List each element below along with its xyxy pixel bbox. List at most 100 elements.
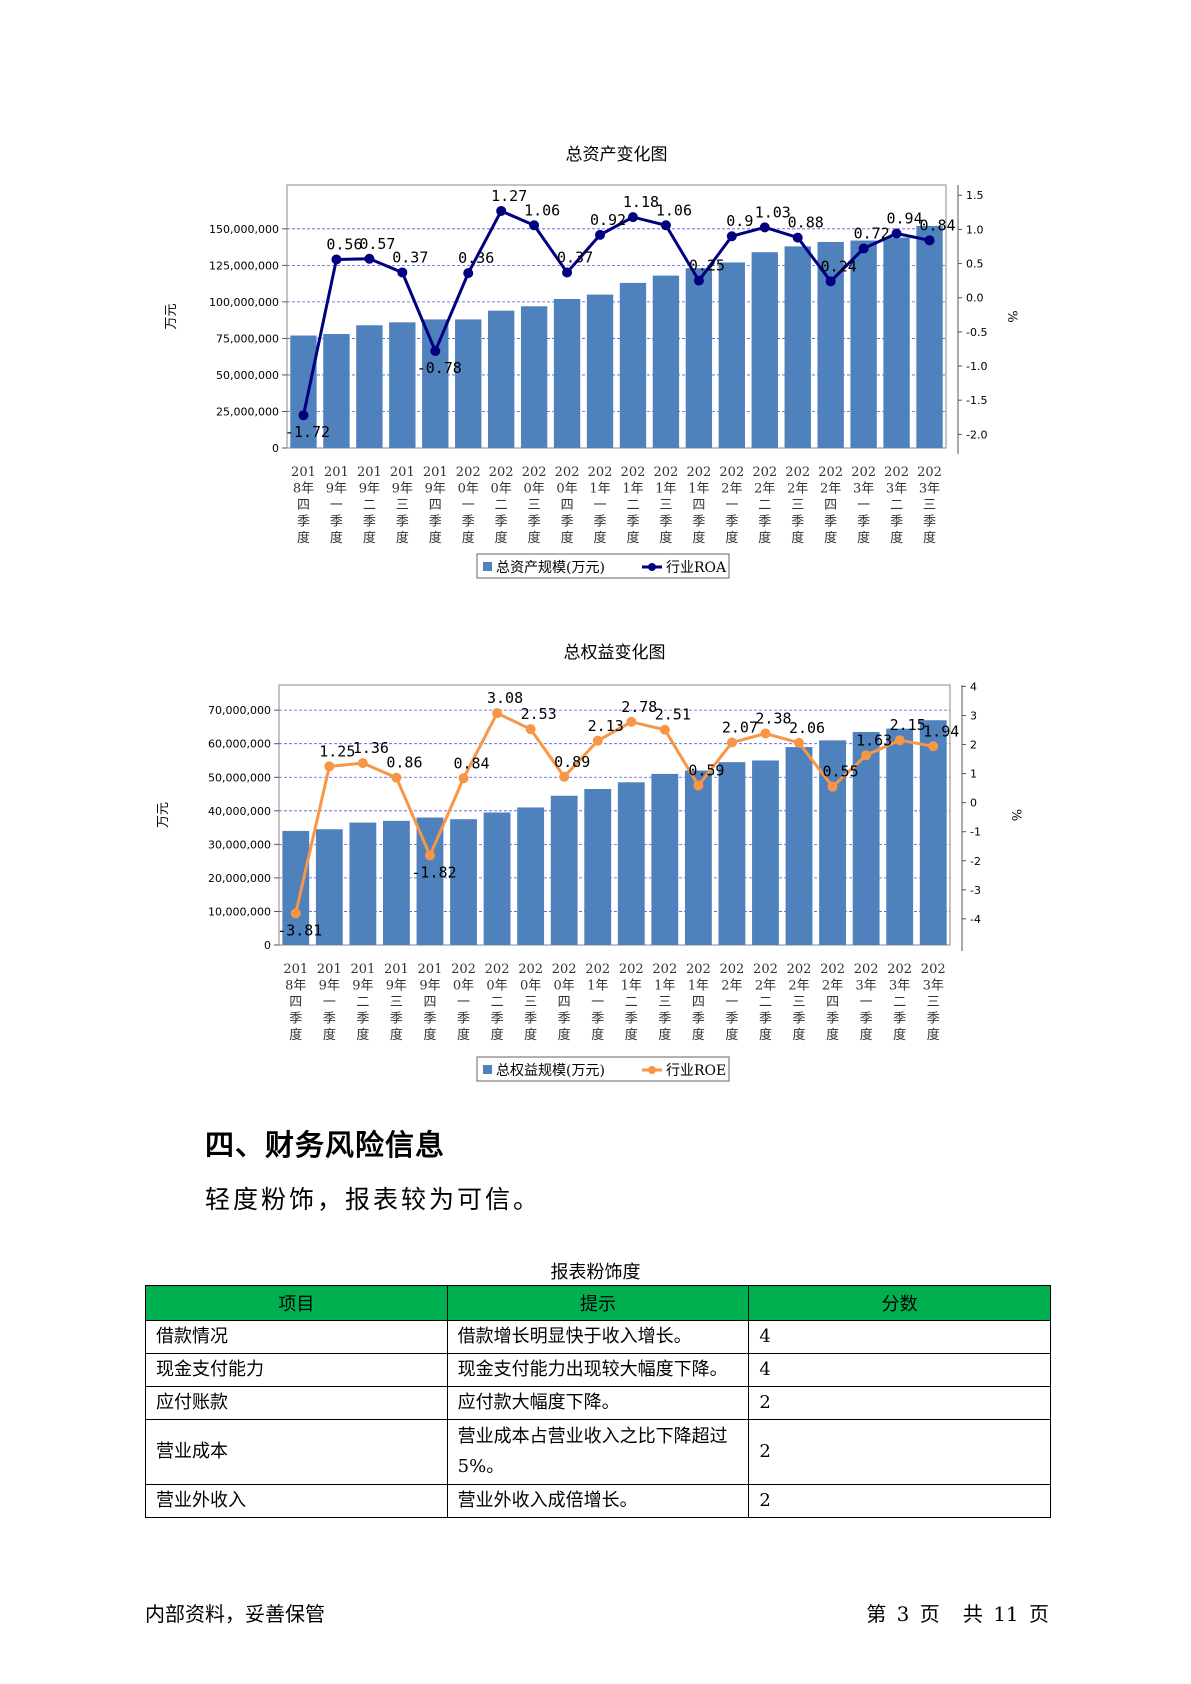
- x-tick-label-line: 度: [923, 530, 936, 546]
- x-tick-label-line: 三: [528, 498, 541, 513]
- x-tick-label-line: 二: [626, 498, 639, 513]
- data-label: 1.06: [524, 201, 560, 219]
- x-tick-label-line: 202: [555, 465, 580, 480]
- bar: [416, 817, 444, 945]
- x-tick-label-line: 度: [927, 1027, 940, 1043]
- x-tick-label-line: 季: [528, 515, 541, 530]
- x-tick-label-line: 一: [330, 498, 343, 513]
- x-tick-label-line: 一: [725, 498, 738, 513]
- x-tick-label-line: 一: [860, 995, 873, 1010]
- x-tick-label: 202 1年一季度: [585, 962, 610, 1043]
- data-label: 2.15: [890, 716, 926, 734]
- bar: [817, 241, 844, 448]
- line-series: [294, 711, 934, 914]
- bar: [553, 298, 581, 448]
- x-tick-label-line: 202: [851, 465, 876, 480]
- line-point: [726, 737, 737, 748]
- x-tick-label-line: 201: [390, 465, 415, 480]
- x-tick-label-line: 度: [625, 1027, 638, 1043]
- x-tick-label-line: 度: [289, 1027, 302, 1043]
- cell-item: 借款情况: [145, 1320, 448, 1354]
- x-tick-label: 202 0年二季度: [489, 465, 514, 546]
- line-point: [424, 850, 435, 861]
- x-tick-label-line: 季: [495, 515, 508, 530]
- x-tick-label-line: 季: [297, 515, 310, 530]
- x-tick-label-line: 202: [652, 962, 677, 977]
- x-tick-label: 202 0年三季度: [518, 962, 543, 1043]
- x-tick-label-line: 202: [619, 962, 644, 977]
- line-point: [928, 741, 939, 752]
- right-tick-label: 3: [970, 710, 977, 723]
- x-tick-label: 201 9年三季度: [390, 465, 415, 546]
- x-tick-label-line: 三: [791, 498, 804, 513]
- line-point: [397, 267, 408, 278]
- table-row: 借款情况 借款增长明显快于收入增长。 4: [145, 1320, 1051, 1354]
- x-tick-label-line: 度: [893, 1027, 906, 1043]
- x-tick-label-line: 1年: [655, 482, 676, 497]
- x-tick-label-line: 202: [884, 465, 909, 480]
- x-tick-label-line: 季: [692, 515, 705, 530]
- bar: [685, 268, 713, 448]
- cell-score: 4: [748, 1353, 1051, 1387]
- table-row: 现金支付能力 现金支付能力出现较大幅度下降。 4: [145, 1353, 1051, 1387]
- line-point: [894, 735, 905, 746]
- x-tick-label-line: 3年: [853, 482, 874, 497]
- x-tick-label-line: 9年: [425, 482, 446, 497]
- x-tick-label-line: 202: [621, 465, 646, 480]
- left-tick-label: 10,000,000: [208, 905, 271, 918]
- right-tick-label: -0.5: [966, 326, 987, 339]
- x-tick-label-line: 二: [893, 995, 906, 1010]
- x-tick-label-line: 9年: [319, 979, 340, 994]
- x-tick-label: 201 9年二季度: [350, 962, 375, 1043]
- data-label: -1.82: [411, 864, 456, 882]
- header-hint: 提示: [446, 1285, 750, 1321]
- left-tick-label: 0: [264, 939, 271, 952]
- x-tick-label-line: 度: [758, 530, 771, 546]
- x-tick-label-line: 季: [893, 1012, 906, 1027]
- page-suffix: 页: [919, 1602, 940, 1626]
- data-label: 0.37: [557, 248, 593, 266]
- x-tick-label-line: 度: [626, 530, 639, 546]
- bar: [356, 325, 383, 448]
- x-tick-label-line: 度: [462, 530, 475, 546]
- line-point: [827, 781, 838, 792]
- x-tick-label-line: 9年: [352, 979, 373, 994]
- x-tick-label-line: 季: [462, 515, 475, 530]
- x-tick-label-line: 四: [558, 995, 571, 1010]
- x-tick-label-line: 202: [921, 962, 946, 977]
- bar: [422, 319, 449, 448]
- bar: [883, 237, 910, 448]
- x-tick-label-line: 四: [297, 498, 310, 513]
- x-tick-label-line: 202: [585, 962, 610, 977]
- x-tick-label-line: 度: [423, 1027, 436, 1043]
- data-label: 1.36: [353, 739, 389, 757]
- x-tick-label-line: 1年: [688, 482, 709, 497]
- bar: [389, 322, 416, 448]
- x-tick-label-line: 202: [753, 962, 778, 977]
- bar: [784, 246, 811, 448]
- right-tick-label: -1.0: [966, 360, 987, 373]
- bar: [349, 822, 377, 945]
- x-tick-label-line: 201: [324, 465, 349, 480]
- x-tick-label-line: 四: [692, 498, 705, 513]
- line-point: [858, 243, 869, 254]
- x-tick-label: 202 3年三季度: [917, 465, 942, 546]
- data-label: 0.56: [326, 235, 362, 253]
- footer-confidential: 内部资料，妥善保管: [145, 1602, 325, 1626]
- table-caption: 报表粉饰度: [550, 1262, 641, 1283]
- left-axis-title: 万元: [164, 303, 179, 329]
- x-tick-label-line: 8年: [293, 482, 314, 497]
- x-tick-label-line: 季: [423, 1012, 436, 1027]
- x-tick-label: 202 3年二季度: [887, 962, 912, 1043]
- line-point: [298, 410, 309, 421]
- line-point: [659, 724, 670, 735]
- right-tick-label: 4: [970, 680, 977, 693]
- bar: [290, 335, 317, 448]
- x-tick-label: 201 9年四季度: [423, 465, 448, 546]
- legend-line-label: 行业ROE: [666, 1063, 726, 1079]
- x-tick-label-line: 201: [291, 465, 316, 480]
- bar: [282, 830, 310, 945]
- window-dressing-table: 项目 提示 分数 借款情况 借款增长明显快于收入增长。 4 现金支付能力 现金支…: [145, 1285, 1051, 1518]
- bar: [586, 294, 614, 448]
- x-tick-label-line: 二: [759, 995, 772, 1010]
